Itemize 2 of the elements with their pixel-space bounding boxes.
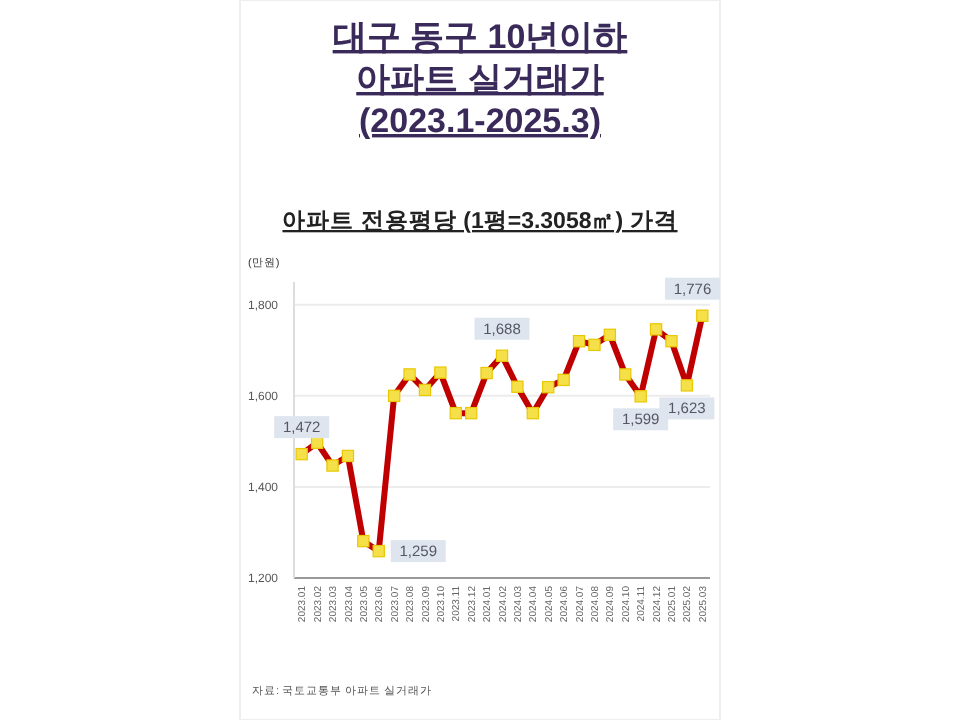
chart-title: 대구 동구 10년이하 아파트 실거래가 (2023.1-2025.3) xyxy=(332,18,628,140)
chart-subtitle: 아파트 전용평당 (1평=3.3058㎡) 가격 xyxy=(282,208,678,234)
